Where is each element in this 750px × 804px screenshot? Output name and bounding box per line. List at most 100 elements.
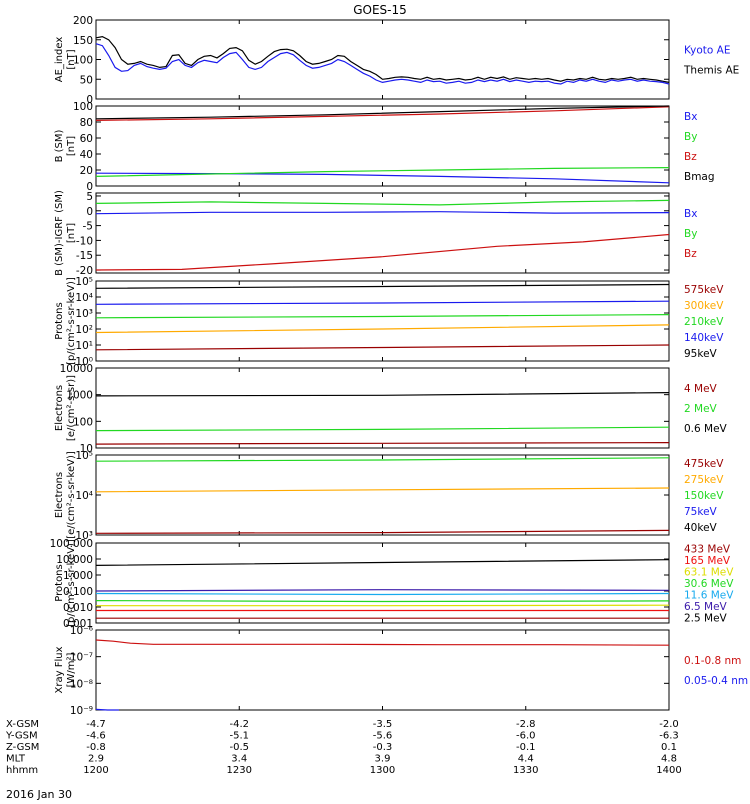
legend-entry: 40keV <box>684 522 718 534</box>
legend-entry: Bz <box>684 248 697 260</box>
y-axis-label: Electrons <box>54 472 65 518</box>
y-tick-label: 20 <box>80 165 93 177</box>
y-tick-label: 60 <box>80 133 93 145</box>
footer-value: -5.1 <box>229 731 249 742</box>
y-axis-unit: [nT] <box>66 49 77 69</box>
footer-row-label: X-GSM <box>6 719 39 730</box>
legend-entry: Bmag <box>684 171 715 183</box>
footer-value: -0.8 <box>86 742 106 753</box>
y-tick-label: 10¹ <box>75 340 93 352</box>
series-line <box>95 233 670 271</box>
y-tick-label: 0 <box>86 206 93 218</box>
series-line <box>95 529 670 534</box>
series-line <box>95 708 119 711</box>
y-tick-label: 80 <box>80 117 93 129</box>
footer-value: 1400 <box>656 765 681 776</box>
legend-entry: 95keV <box>684 348 718 360</box>
series-line <box>95 35 670 83</box>
y-tick-label: 0.001 <box>63 618 93 630</box>
series-line <box>95 392 670 397</box>
y-axis-label: Electrons <box>54 385 65 431</box>
y-axis-label: Protons <box>54 564 65 601</box>
y-axis-unit: [W/m²] <box>66 652 77 687</box>
legend-entry: 433 MeV <box>684 544 731 556</box>
legend-entry: 4 MeV <box>684 383 718 395</box>
footer-value: -4.2 <box>229 719 249 730</box>
footer-value: 1230 <box>227 765 252 776</box>
series-line <box>95 283 670 289</box>
legend-entry: Bz <box>684 151 697 163</box>
footer-value: 4.4 <box>518 754 534 765</box>
series-line <box>95 559 670 566</box>
y-tick-label: -10 <box>76 235 93 247</box>
y-tick-label: 10⁻⁷ <box>70 652 93 664</box>
series-line <box>95 599 670 603</box>
legend-entry: 275keV <box>684 474 724 486</box>
footer-value: 4.8 <box>661 754 677 765</box>
footer-value: 2.9 <box>88 754 104 765</box>
panel-frame <box>95 629 670 711</box>
series-line <box>95 167 670 177</box>
y-tick-label: 100 <box>73 55 93 67</box>
footer-value: -6.3 <box>659 731 679 742</box>
y-tick-label: 10⁴ <box>75 490 93 502</box>
footer-value: -0.3 <box>373 742 393 753</box>
y-tick-label: 100.000 <box>50 538 93 550</box>
legend-entry: 575keV <box>684 284 724 296</box>
legend-entry: 75keV <box>684 506 718 518</box>
legend-entry: 0.05-0.4 nm <box>684 675 748 687</box>
y-tick-label: 10⁻⁸ <box>70 678 93 690</box>
series-line <box>95 344 670 351</box>
y-tick-label: 1.000 <box>63 570 93 582</box>
y-tick-label: 1000 <box>66 390 93 402</box>
y-tick-label: -15 <box>76 250 93 262</box>
y-axis-label: B (SM) <box>54 129 65 162</box>
y-tick-label: 100 <box>73 416 93 428</box>
legend-entry: 63.1 MeV <box>684 567 734 579</box>
y-tick-label: 0 <box>86 181 93 193</box>
footer-value: -0.5 <box>229 742 249 753</box>
series-line <box>95 199 670 206</box>
panel-frame <box>95 454 670 536</box>
y-tick-label: 10³ <box>75 308 93 320</box>
y-tick-label: 200 <box>73 15 93 27</box>
series-line <box>96 604 670 607</box>
y-axis-unit: [e/(cm²-s-sr-keV)] <box>66 451 77 539</box>
footer-row-label: Y-GSM <box>5 731 38 742</box>
footer-value: -4.7 <box>86 719 106 730</box>
series-line <box>95 442 670 445</box>
y-tick-label: 10³ <box>75 530 93 542</box>
y-axis-unit: [p/(cm²-s-sr-keV)] <box>66 277 77 365</box>
y-tick-label: 100 <box>73 101 93 113</box>
legend-entry: Bx <box>684 208 697 220</box>
legend-entry: 11.6 MeV <box>684 589 734 601</box>
y-tick-label: 150 <box>73 35 93 47</box>
legend-entry: 150keV <box>684 490 724 502</box>
series-line <box>95 211 670 215</box>
date-label: 2016 Jan 30 <box>6 788 72 800</box>
y-tick-label: 10² <box>75 324 93 336</box>
y-axis-unit: [nT] <box>66 136 77 156</box>
footer-row-label: Z-GSM <box>6 742 39 753</box>
footer-value: 1200 <box>83 765 108 776</box>
series-line <box>95 43 670 85</box>
series-line <box>95 457 670 462</box>
series-line <box>95 172 670 184</box>
series-line <box>95 592 670 596</box>
series-line <box>95 324 670 334</box>
y-axis-unit: [e/(cm²-s-sr)] <box>66 375 77 441</box>
y-tick-label: 0.100 <box>63 586 93 598</box>
series-line <box>95 105 670 120</box>
y-tick-label: 10⁰ <box>75 356 93 368</box>
y-tick-label: 10⁵ <box>75 276 93 288</box>
panel-frame <box>95 367 670 449</box>
y-tick-label: 5 <box>86 191 93 203</box>
footer-row-label: hhmm <box>6 765 38 776</box>
legend-entry: 210keV <box>684 316 724 328</box>
series-line <box>95 639 670 646</box>
footer-value: -3.5 <box>373 719 393 730</box>
legend-entry: 6.5 MeV <box>684 601 728 613</box>
legend-entry: 165 MeV <box>684 555 731 567</box>
